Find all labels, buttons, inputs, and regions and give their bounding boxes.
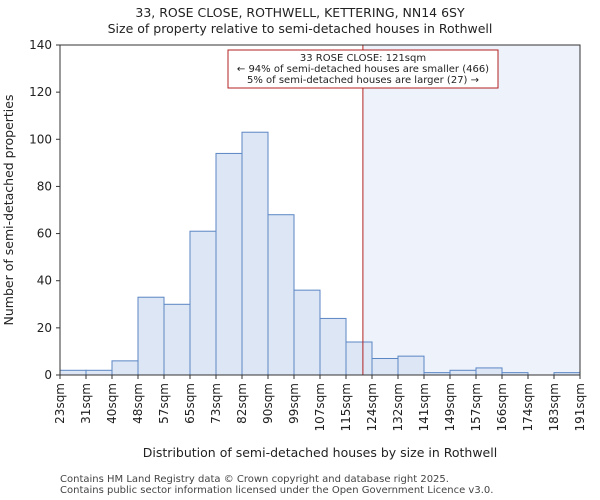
x-tick-label: 40sqm — [105, 383, 119, 424]
bar-90sqm — [267, 214, 295, 376]
x-tick-label: 174sqm — [521, 383, 535, 431]
chart-title: 33, ROSE CLOSE, ROTHWELL, KETTERING, NN1… — [135, 5, 465, 20]
x-tick-label: 57sqm — [157, 383, 171, 424]
x-tick-label: 107sqm — [313, 383, 327, 431]
bar-107sqm — [319, 317, 347, 376]
annotation-line2: ← 94% of semi-detached houses are smalle… — [237, 64, 489, 75]
annotation-line1: 33 ROSE CLOSE: 121sqm — [300, 53, 426, 64]
larger-region-highlight — [362, 45, 580, 375]
x-tick-label: 157sqm — [469, 383, 483, 431]
bar-23sqm — [59, 369, 87, 376]
y-tick-label: 80 — [37, 179, 52, 193]
x-axis-label: Distribution of semi-detached houses by … — [143, 445, 497, 460]
x-tick-label: 191sqm — [573, 383, 587, 431]
y-tick-label: 140 — [29, 38, 52, 52]
annotation-box: 33 ROSE CLOSE: 121sqm ← 94% of semi-deta… — [227, 49, 499, 89]
y-tick-label: 60 — [37, 227, 52, 241]
bar-124sqm — [371, 358, 399, 376]
bar-132sqm — [397, 355, 425, 376]
bar-31sqm — [85, 369, 113, 376]
bars-group — [59, 131, 581, 376]
bar-149sqm — [449, 369, 477, 376]
x-tick-label: 132sqm — [391, 383, 405, 431]
bar-57sqm — [163, 303, 191, 376]
bar-115sqm — [345, 341, 373, 376]
y-tick-label: 100 — [29, 132, 52, 146]
footer-line1: Contains HM Land Registry data © Crown c… — [60, 474, 449, 485]
bar-157sqm — [475, 367, 503, 376]
bar-73sqm — [215, 152, 243, 376]
bar-99sqm — [293, 289, 321, 376]
x-tick-label: 73sqm — [209, 383, 223, 424]
y-axis-label: Number of semi-detached properties — [1, 95, 16, 326]
x-tick-label: 65sqm — [183, 383, 197, 424]
x-tick-label: 115sqm — [339, 383, 353, 431]
bar-48sqm — [137, 296, 165, 376]
x-tick-label: 31sqm — [79, 383, 93, 424]
x-tick-label: 141sqm — [417, 383, 431, 431]
chart-subtitle: Size of property relative to semi-detach… — [108, 21, 493, 36]
x-tick-label: 183sqm — [547, 383, 561, 431]
x-tick-label: 149sqm — [443, 383, 457, 431]
x-tick-label: 166sqm — [495, 383, 509, 431]
bar-82sqm — [241, 131, 269, 376]
y-tick-label: 40 — [37, 274, 52, 288]
x-axis: 23sqm 31sqm 40sqm 48sqm 57sqm 65sqm 73sqm 82sqm… — [53, 375, 587, 431]
x-tick-label: 48sqm — [131, 383, 145, 424]
y-tick-label: 120 — [29, 85, 52, 99]
x-tick-label: 124sqm — [365, 383, 379, 431]
x-tick-label: 99sqm — [287, 383, 301, 424]
x-tick-label: 90sqm — [261, 383, 275, 424]
footer-line2: Contains public sector information licen… — [60, 485, 494, 496]
bar-65sqm — [189, 230, 217, 376]
y-axis: 0 20 40 60 80 100 120 140 — [29, 38, 60, 382]
y-tick-label: 20 — [37, 321, 52, 335]
x-tick-label: 82sqm — [235, 383, 249, 424]
bar-40sqm — [111, 360, 139, 376]
y-tick-label: 0 — [44, 368, 52, 382]
annotation-line3: 5% of semi-detached houses are larger (2… — [247, 75, 479, 86]
x-tick-label: 23sqm — [53, 383, 67, 424]
